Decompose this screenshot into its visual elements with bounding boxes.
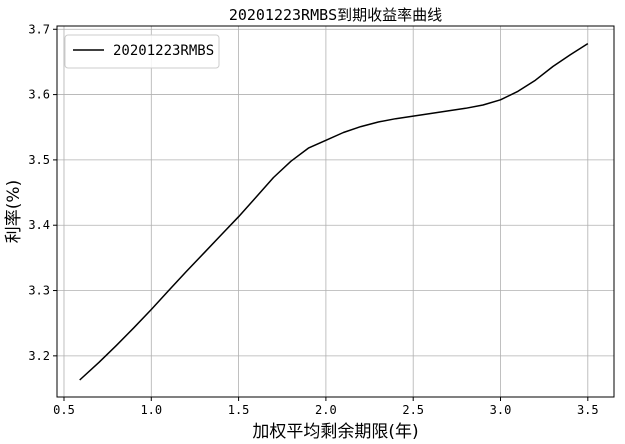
y-tick-label: 3.3 (28, 284, 50, 298)
x-tick-label: 3.0 (490, 403, 512, 417)
y-axis-label: 利率(%) (4, 180, 24, 243)
legend-box (64, 34, 220, 69)
series-layer (79, 42, 589, 381)
y-tick-label: 3.7 (28, 22, 50, 36)
x-tick-label: 0.5 (53, 403, 75, 417)
x-axis-label: 加权平均剩余期限(年) (252, 422, 418, 442)
y-tick-label: 3.4 (28, 218, 50, 232)
x-tick-label: 1.0 (140, 403, 162, 417)
legend-label: 20201223RMBS (113, 43, 214, 59)
chart-title: 20201223RMBS到期收益率曲线 (229, 6, 442, 24)
x-tick-label: 2.0 (315, 403, 337, 417)
plot-frame (56, 25, 615, 398)
grid (57, 26, 614, 397)
x-tick-label: 2.5 (402, 403, 424, 417)
y-tick-label: 3.6 (28, 88, 50, 102)
series-line (79, 42, 589, 381)
x-tick-label: 1.5 (228, 403, 250, 417)
y-tick-label: 3.2 (28, 349, 50, 363)
legend: 20201223RMBS (64, 34, 220, 69)
x-tick-label: 3.5 (577, 403, 599, 417)
y-tick-label: 3.5 (28, 153, 50, 167)
ticks: 0.5 1.0 1.5 2.0 2.5 3.0 3.5 3.2 3.3 3.4 3.5 3.6 3.7 (28, 22, 598, 417)
